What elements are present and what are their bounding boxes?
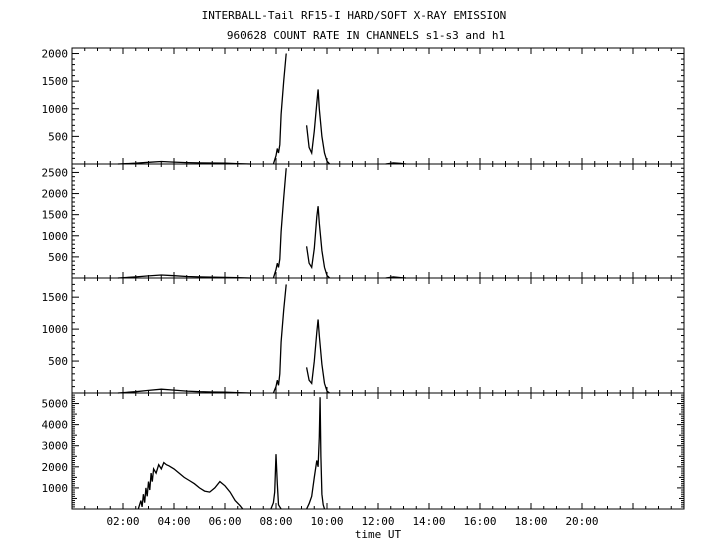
panel-s3: 500 1000 1500: [42, 277, 685, 394]
y-tick-label: 4000: [42, 419, 69, 432]
x-tick-label: 14:00: [412, 515, 445, 528]
y-tick-label: 500: [48, 130, 68, 143]
series-line-s1: [272, 53, 287, 165]
y-tick-label: 1000: [42, 323, 69, 336]
x-tick-label: 12:00: [361, 515, 394, 528]
y-tick-label: 500: [48, 251, 68, 264]
series-line-s3: [117, 388, 251, 394]
y-tick-label: 2000: [42, 461, 69, 474]
chart-panels: 500 1000 1500 2000 500 1000 1500 2000 2500 500 100…: [42, 47, 685, 510]
y-tick-label: 3000: [42, 440, 69, 453]
y-tick-label: 1500: [42, 75, 69, 88]
panel-frame: [71, 47, 685, 165]
series-line-s3: [305, 319, 330, 394]
x-tick-label: 06:00: [208, 515, 241, 528]
y-tick-label: 2500: [42, 166, 69, 179]
panel-s1: 500 1000 1500 2000: [42, 47, 685, 165]
x-tick-label: 08:00: [259, 515, 292, 528]
series-line-s1: [305, 89, 331, 165]
y-tick-label: 1500: [42, 291, 69, 304]
x-tick-label: 02:00: [106, 515, 139, 528]
series-line-h1: [137, 461, 244, 510]
series-line-s2: [272, 168, 287, 279]
x-axis-ticks: 02:00 04:00 06:00 08:00 10:00 12:00 14:00 16:00…: [106, 515, 598, 528]
series-line-h1: [270, 454, 282, 510]
x-axis-label: time UT: [355, 528, 402, 541]
y-tick-label: 500: [48, 355, 68, 368]
panel-frame: [71, 163, 685, 279]
panel-frame: [71, 277, 685, 394]
series-line-s2: [305, 206, 331, 279]
panel-frame: [71, 392, 685, 510]
y-tick-label: 1000: [42, 230, 69, 243]
chart-title: INTERBALL-Tail RF15-I HARD/SOFT X-RAY EM…: [202, 9, 507, 22]
series-line-s3: [272, 284, 287, 394]
y-tick-label: 2000: [42, 188, 69, 201]
y-tick-label: 1000: [42, 482, 69, 495]
series-line-s1: [117, 160, 251, 165]
y-tick-label: 1000: [42, 103, 69, 116]
y-tick-label: 2000: [42, 48, 69, 61]
panel-h1: 1000 2000 3000 4000 5000: [42, 392, 685, 510]
x-tick-label: 20:00: [565, 515, 598, 528]
y-tick-label: 5000: [42, 398, 69, 411]
x-tick-label: 10:00: [310, 515, 343, 528]
chart-subtitle: 960628 COUNT RATE IN CHANNELS s1-s3 and …: [227, 29, 505, 42]
x-tick-label: 16:00: [463, 515, 496, 528]
x-tick-label: 18:00: [514, 515, 547, 528]
x-tick-label: 04:00: [157, 515, 190, 528]
series-line-h1: [306, 397, 326, 510]
panel-s2: 500 1000 1500 2000 2500: [42, 163, 685, 279]
y-tick-label: 1500: [42, 209, 69, 222]
